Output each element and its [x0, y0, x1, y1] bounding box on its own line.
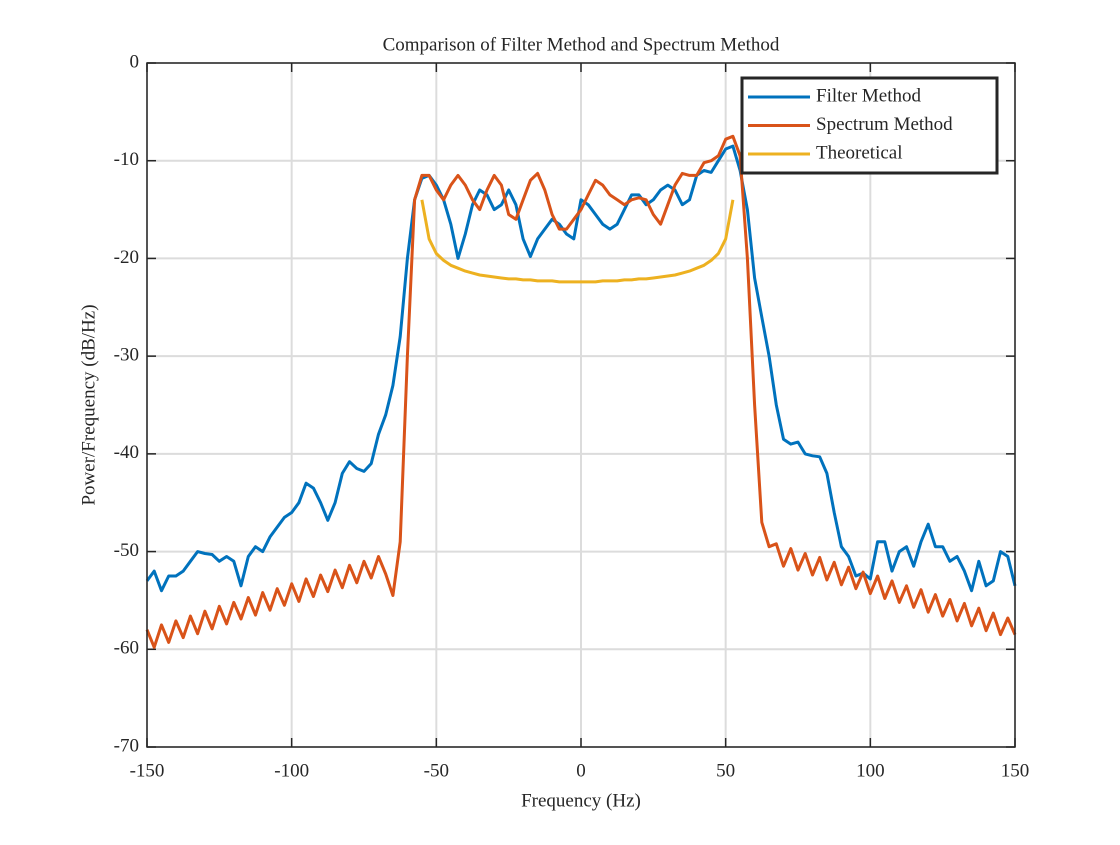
x-tick-label: -50	[424, 760, 449, 781]
series-line	[420, 199, 735, 284]
y-tick-label: -30	[114, 345, 139, 366]
x-tick-label: 0	[576, 760, 586, 781]
x-axis-label: Frequency (Hz)	[521, 790, 641, 811]
axes-box	[146, 62, 1016, 748]
legend-label: Spectrum Method	[816, 114, 953, 135]
y-tick-label: -50	[114, 540, 139, 561]
y-tick-label: -40	[114, 442, 139, 463]
y-tick-label: 0	[130, 51, 140, 72]
series-line	[145, 134, 1017, 649]
y-axis-label: Power/Frequency (dB/Hz)	[78, 304, 99, 505]
x-tick-label: 150	[1001, 760, 1030, 781]
x-tick-label: -150	[130, 760, 165, 781]
series-line	[145, 144, 1017, 593]
legend-label: Filter Method	[816, 85, 922, 106]
x-tick-label: -100	[274, 760, 309, 781]
y-tick-label: -60	[114, 638, 139, 659]
x-tick-label: 100	[856, 760, 885, 781]
y-tick-label: -20	[114, 247, 139, 268]
legend: Filter Method Spectrum Method Theoretical	[740, 76, 999, 175]
legend-label: Theoretical	[816, 142, 903, 163]
chart-title: Comparison of Filter Method and Spectrum…	[383, 34, 780, 55]
x-tick-label: 50	[716, 760, 735, 781]
y-tick-label: -70	[114, 735, 139, 756]
y-tick-label: -10	[114, 149, 139, 170]
